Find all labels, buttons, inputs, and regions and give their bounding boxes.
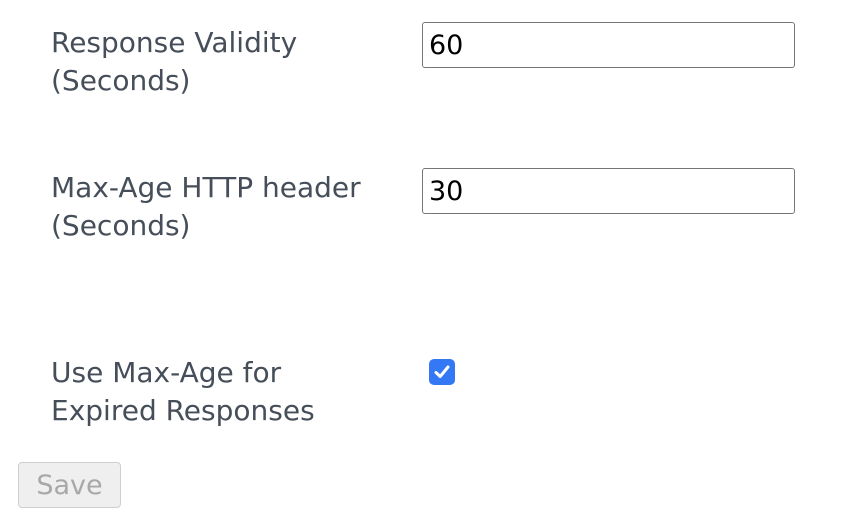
use-max-age-checkbox[interactable] xyxy=(429,359,455,385)
save-button[interactable]: Save xyxy=(18,462,121,508)
response-validity-input[interactable] xyxy=(422,22,795,68)
use-max-age-label: Use Max-Age for Expired Responses xyxy=(51,356,315,427)
max-age-label: Max-Age HTTP header (Seconds) xyxy=(51,171,361,242)
max-age-input[interactable] xyxy=(422,168,795,214)
response-validity-label: Response Validity (Seconds) xyxy=(51,26,298,97)
checkmark-icon xyxy=(434,365,450,378)
